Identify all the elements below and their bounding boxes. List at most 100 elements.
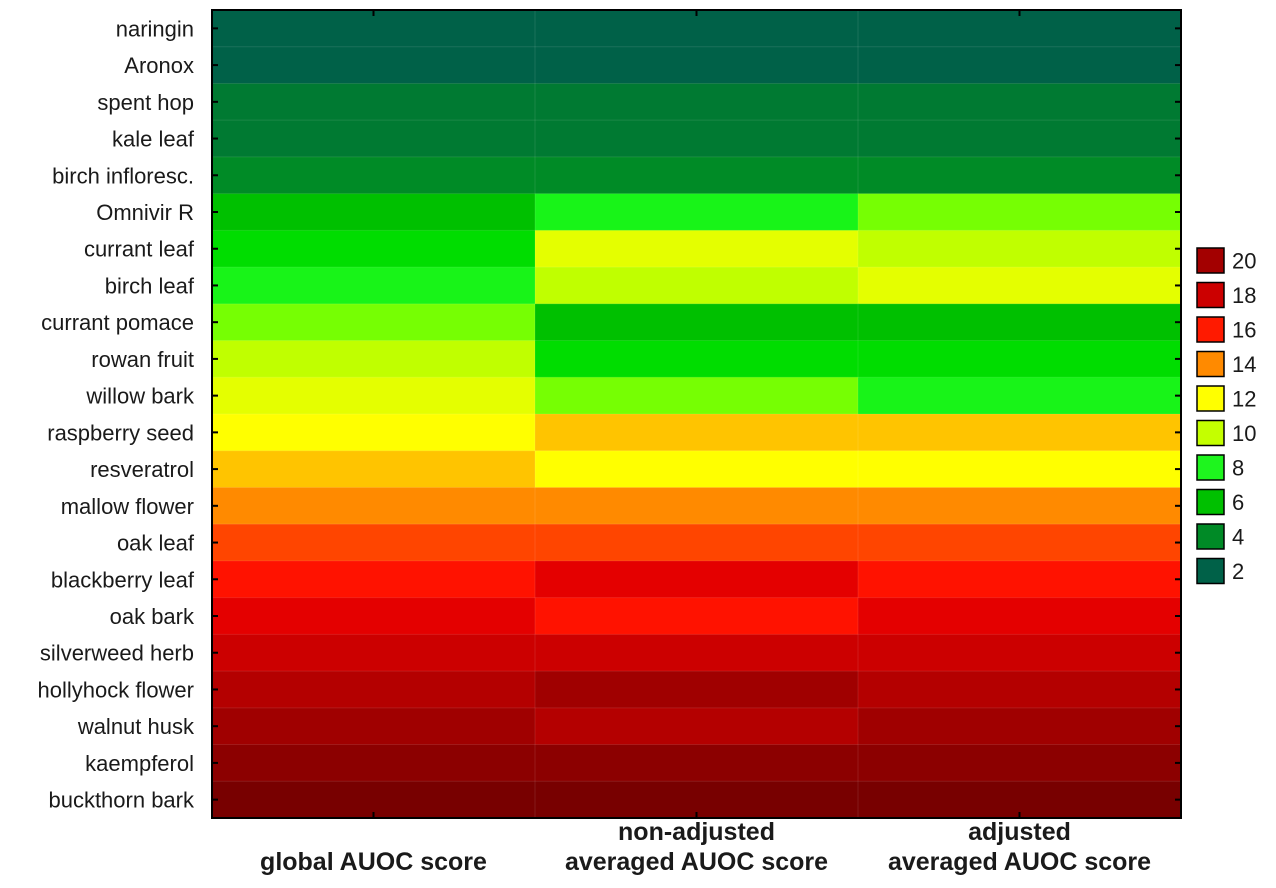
row-label: kale leaf <box>112 127 195 152</box>
heatmap-cell <box>212 671 536 709</box>
heatmap-cell <box>212 10 536 48</box>
legend-label: 18 <box>1232 283 1256 308</box>
heatmap-cell <box>212 487 536 525</box>
heatmap-cell <box>535 560 859 599</box>
heatmap-cell <box>535 303 859 342</box>
heatmap-cell <box>858 120 1182 158</box>
legend-swatch <box>1196 419 1225 447</box>
heatmap-cell <box>535 10 859 48</box>
heatmap-cell <box>212 377 536 415</box>
legend-label: 4 <box>1232 525 1244 550</box>
row-label: oak leaf <box>117 531 195 556</box>
heatmap-cell <box>858 46 1182 85</box>
row-label: hollyhock flower <box>37 677 194 702</box>
column-label: non-adjusted averaged AUOC score <box>565 818 828 876</box>
row-label: spent hop <box>97 90 194 115</box>
heatmap-cell <box>212 744 536 782</box>
heatmap-cell <box>535 193 859 231</box>
heatmap-cell <box>858 377 1182 415</box>
legend-swatch <box>1196 350 1225 378</box>
heatmap-cell <box>535 487 859 525</box>
heatmap-cell <box>858 10 1182 48</box>
heatmap-cell <box>858 524 1182 562</box>
heatmap-cell <box>212 156 536 195</box>
row-label: raspberry seed <box>47 420 194 445</box>
row-label: resveratrol <box>90 457 194 482</box>
heatmap-cell <box>858 634 1182 672</box>
heatmap-cell <box>858 83 1182 121</box>
heatmap-cell <box>212 450 536 489</box>
heatmap-cell <box>212 120 536 158</box>
heatmap-cell <box>212 707 536 746</box>
legend-swatch <box>1196 557 1225 585</box>
legend-label: 20 <box>1232 249 1256 274</box>
legend-label: 12 <box>1232 387 1256 412</box>
row-label: kaempferol <box>85 751 194 776</box>
legend-label: 14 <box>1232 352 1256 377</box>
heatmap-cell <box>212 193 536 231</box>
row-label: walnut husk <box>77 714 195 739</box>
heatmap-cell <box>535 450 859 489</box>
legend-swatch <box>1196 316 1225 343</box>
row-label: currant pomace <box>41 310 194 335</box>
legend: 20 18 16 14 12 10 8 6 4 2 <box>1196 247 1256 585</box>
column-label: global AUOC score <box>260 848 487 876</box>
heatmap-cell <box>212 267 536 305</box>
row-label: currant leaf <box>84 237 195 262</box>
heatmap-cell <box>535 156 859 195</box>
row-label: Omnivir R <box>96 200 194 225</box>
heatmap-cell <box>858 597 1182 635</box>
heatmap-cell <box>858 230 1182 268</box>
heatmap-cell <box>858 707 1182 746</box>
heatmap-cell <box>535 340 859 378</box>
row-label: blackberry leaf <box>51 567 195 592</box>
column-labels: global AUOC score non-adjusted averaged AU… <box>260 818 1151 876</box>
heatmap-cell <box>858 156 1182 195</box>
row-label: naringin <box>116 16 194 41</box>
row-label: Aronox <box>124 53 194 78</box>
heatmap-cell <box>535 744 859 782</box>
heatmap-cell <box>858 450 1182 489</box>
legend-label: 2 <box>1232 559 1244 584</box>
heatmap-cell <box>858 560 1182 599</box>
row-label: oak bark <box>110 604 195 629</box>
heatmap-cell <box>535 267 859 305</box>
heatmap-cell <box>858 487 1182 525</box>
heatmap-cell <box>212 83 536 121</box>
heatmap-cell <box>535 414 859 452</box>
heatmap-cell <box>858 671 1182 709</box>
heatmap-cell <box>535 634 859 672</box>
heatmap-cell <box>212 560 536 599</box>
heatmap-cell <box>858 414 1182 452</box>
heatmap-cells <box>212 10 1182 819</box>
heatmap-cell <box>535 46 859 85</box>
heatmap-cell <box>212 340 536 378</box>
heatmap-cell <box>858 744 1182 782</box>
heatmap-cell <box>535 230 859 268</box>
heatmap-cell <box>535 524 859 562</box>
heatmap-cell <box>535 377 859 415</box>
legend-swatch <box>1196 454 1225 481</box>
legend-swatch <box>1196 247 1225 274</box>
legend-swatch <box>1196 385 1225 412</box>
heatmap-cell <box>535 671 859 709</box>
heatmap-cell <box>858 267 1182 305</box>
heatmap-cell <box>535 597 859 635</box>
heatmap-cell <box>535 120 859 158</box>
legend-label: 10 <box>1232 421 1256 446</box>
row-label: birch leaf <box>105 273 195 298</box>
heatmap-cell <box>858 303 1182 342</box>
heatmap-cell <box>858 340 1182 378</box>
legend-label: 16 <box>1232 318 1256 343</box>
axis-ticks <box>212 10 1181 818</box>
heatmap-cell <box>535 707 859 746</box>
legend-label: 6 <box>1232 490 1244 515</box>
legend-swatch <box>1196 523 1225 550</box>
heatmap-cell <box>212 634 536 672</box>
heatmap-cell <box>212 524 536 562</box>
heatmap-cell <box>858 193 1182 231</box>
row-label: buckthorn bark <box>48 788 195 813</box>
heatmap-cell <box>212 46 536 85</box>
legend-swatch <box>1196 281 1225 309</box>
